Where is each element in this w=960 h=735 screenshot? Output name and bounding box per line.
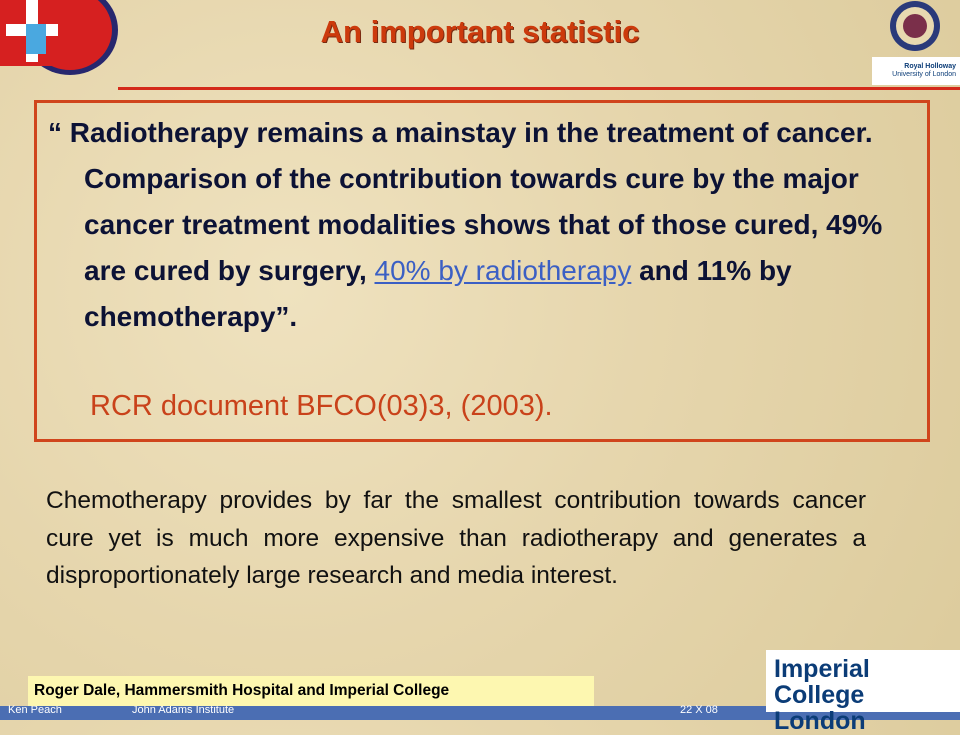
logo-text: University of London: [892, 71, 956, 78]
partner-logo: Royal Holloway University of London: [872, 57, 960, 85]
footer-institute: John Adams Institute: [132, 704, 235, 716]
divider: [118, 87, 960, 90]
quote-box: [34, 100, 930, 442]
crest: [890, 1, 940, 51]
paragraph: Chemotherapy provides by far the smalles…: [46, 487, 866, 589]
footer-note: Roger Dale, Hammersmith Hospital and Imp…: [28, 676, 594, 706]
citation: RCR document BFCO(03)3, (2003).: [90, 390, 553, 422]
quote-text: and 11% by chemotherapy”.: [84, 255, 792, 332]
footer-date: 22 X 08: [680, 704, 718, 716]
quote-text: “ Radiotherapy remains a mainstay in the…: [48, 117, 883, 286]
imperial-logo: Imperial College London: [766, 650, 960, 734]
logo-top-left: [0, 0, 118, 75]
quote-link[interactable]: 40% by radiotherapy: [374, 255, 632, 286]
quote: “ Radiotherapy remains a mainstay in the…: [48, 110, 914, 340]
logo-text: Imperial College: [774, 655, 870, 709]
slide-title: An important statistic: [320, 14, 640, 49]
logo-text: London: [774, 707, 866, 735]
logo-text: Royal Holloway: [904, 63, 956, 70]
footer-bar: [0, 706, 960, 720]
footer-author: Ken Peach: [8, 704, 62, 716]
